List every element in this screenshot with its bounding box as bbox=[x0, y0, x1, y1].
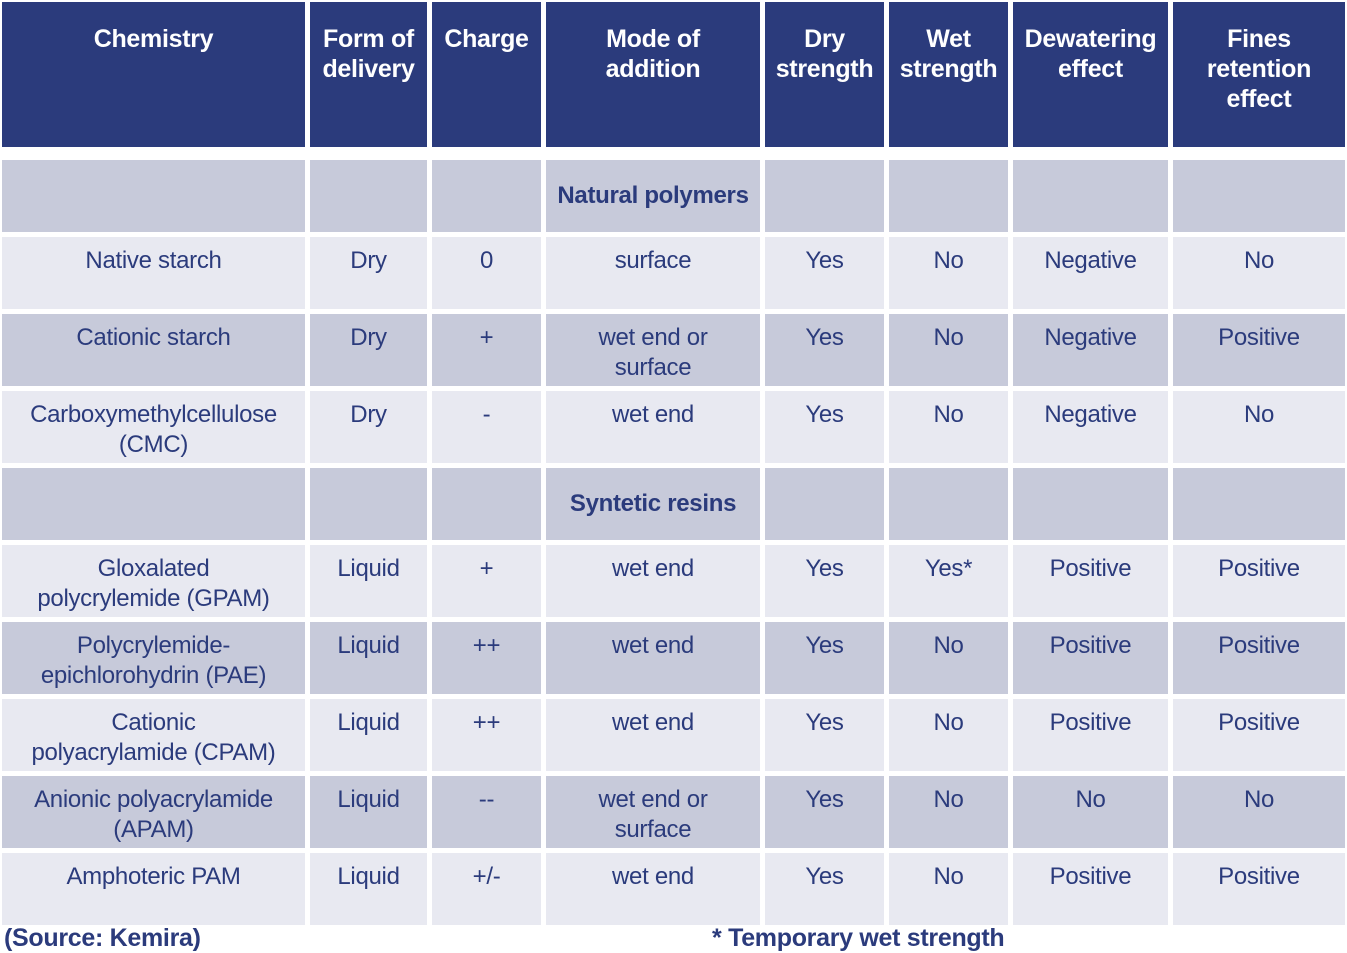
table-cell: No bbox=[889, 853, 1008, 925]
chemistry-cell: Gloxalated polycrylemide (GPAM) bbox=[2, 545, 305, 617]
section-cell bbox=[2, 468, 305, 540]
table-cell: Positive bbox=[1013, 853, 1168, 925]
table-cell: No bbox=[889, 391, 1008, 463]
table-cell: Yes bbox=[765, 237, 884, 309]
column-header: Mode of addition bbox=[546, 2, 760, 147]
table-cell: - bbox=[432, 391, 541, 463]
table-cell: wet end or surface bbox=[546, 314, 760, 386]
table-cell: Yes bbox=[765, 853, 884, 925]
section-label: Natural polymers bbox=[546, 160, 760, 232]
table-cell: Liquid bbox=[310, 699, 427, 771]
section-cell bbox=[1013, 160, 1168, 232]
column-header: Form of delivery bbox=[310, 2, 427, 147]
table-cell: No bbox=[889, 237, 1008, 309]
table-cell: Positive bbox=[1173, 314, 1345, 386]
chemistry-cell: Polycrylemide- epichlorohydrin (PAE) bbox=[2, 622, 305, 694]
table-cell: No bbox=[889, 622, 1008, 694]
table-cell: Liquid bbox=[310, 545, 427, 617]
table-cell: No bbox=[889, 776, 1008, 848]
table-cell: Yes bbox=[765, 622, 884, 694]
table-cell: -- bbox=[432, 776, 541, 848]
table-cell: Yes* bbox=[889, 545, 1008, 617]
section-cell bbox=[889, 160, 1008, 232]
chemistry-cell: Carboxymethylcellulose (CMC) bbox=[2, 391, 305, 463]
chemistry-cell: Amphoteric PAM bbox=[2, 853, 305, 925]
table-cell: + bbox=[432, 545, 541, 617]
table-cell: No bbox=[1173, 237, 1345, 309]
table-cell: Positive bbox=[1173, 853, 1345, 925]
table-cell: Positive bbox=[1173, 622, 1345, 694]
table-cell: Dry bbox=[310, 314, 427, 386]
table-cell: surface bbox=[546, 237, 760, 309]
table-cell: Negative bbox=[1013, 237, 1168, 309]
table-cell: Negative bbox=[1013, 314, 1168, 386]
table-cell: ++ bbox=[432, 699, 541, 771]
chemistry-cell: Cationic starch bbox=[2, 314, 305, 386]
section-cell bbox=[765, 160, 884, 232]
section-cell bbox=[432, 468, 541, 540]
section-cell bbox=[1173, 160, 1345, 232]
table-cell: wet end or surface bbox=[546, 776, 760, 848]
section-cell bbox=[2, 160, 305, 232]
column-header: Chemistry bbox=[2, 2, 305, 147]
chemistry-cell: Native starch bbox=[2, 237, 305, 309]
table-cell: No bbox=[1013, 776, 1168, 848]
table-cell: Liquid bbox=[310, 622, 427, 694]
section-cell bbox=[1173, 468, 1345, 540]
table-cell: Positive bbox=[1013, 622, 1168, 694]
table-cell: Yes bbox=[765, 776, 884, 848]
table-cell: wet end bbox=[546, 699, 760, 771]
table-cell: Negative bbox=[1013, 391, 1168, 463]
table-cell: Liquid bbox=[310, 853, 427, 925]
table-cell: Yes bbox=[765, 545, 884, 617]
table-cell: wet end bbox=[546, 853, 760, 925]
section-cell bbox=[310, 160, 427, 232]
table-cell: Dry bbox=[310, 237, 427, 309]
table-cell: 0 bbox=[432, 237, 541, 309]
column-header: Wet strength bbox=[889, 2, 1008, 147]
table-cell: + bbox=[432, 314, 541, 386]
source-note: (Source: Kemira) bbox=[4, 924, 201, 952]
table-cell: Positive bbox=[1013, 699, 1168, 771]
header-body-gap bbox=[2, 152, 1345, 155]
table-footer: (Source: Kemira) * Temporary wet strengt… bbox=[0, 923, 1347, 952]
table-cell: wet end bbox=[546, 622, 760, 694]
section-cell bbox=[889, 468, 1008, 540]
table-cell: Dry bbox=[310, 391, 427, 463]
column-header: Charge bbox=[432, 2, 541, 147]
polymer-table: Chemistry Form of delivery Charge Mode of a… bbox=[2, 2, 1345, 925]
section-cell bbox=[1013, 468, 1168, 540]
table-cell: Yes bbox=[765, 391, 884, 463]
table-cell: No bbox=[889, 699, 1008, 771]
section-cell bbox=[765, 468, 884, 540]
table-cell: wet end bbox=[546, 391, 760, 463]
section-label: Syntetic resins bbox=[546, 468, 760, 540]
asterisk-note: * Temporary wet strength bbox=[712, 924, 1005, 952]
section-cell bbox=[432, 160, 541, 232]
table-cell: ++ bbox=[432, 622, 541, 694]
table-cell: No bbox=[1173, 391, 1345, 463]
chemistry-cell: Cationic polyacrylamide (CPAM) bbox=[2, 699, 305, 771]
column-header: Dry strength bbox=[765, 2, 884, 147]
table-cell: Yes bbox=[765, 699, 884, 771]
table-cell: Positive bbox=[1013, 545, 1168, 617]
chemistry-cell: Anionic polyacrylamide (APAM) bbox=[2, 776, 305, 848]
table-cell: No bbox=[889, 314, 1008, 386]
section-cell bbox=[310, 468, 427, 540]
table-cell: Positive bbox=[1173, 545, 1345, 617]
column-header: Dewatering effect bbox=[1013, 2, 1168, 147]
table-cell: Positive bbox=[1173, 699, 1345, 771]
table-cell: Yes bbox=[765, 314, 884, 386]
table-cell: Liquid bbox=[310, 776, 427, 848]
table-cell: wet end bbox=[546, 545, 760, 617]
table-cell: No bbox=[1173, 776, 1345, 848]
table-cell: +/- bbox=[432, 853, 541, 925]
column-header: Fines retention effect bbox=[1173, 2, 1345, 147]
